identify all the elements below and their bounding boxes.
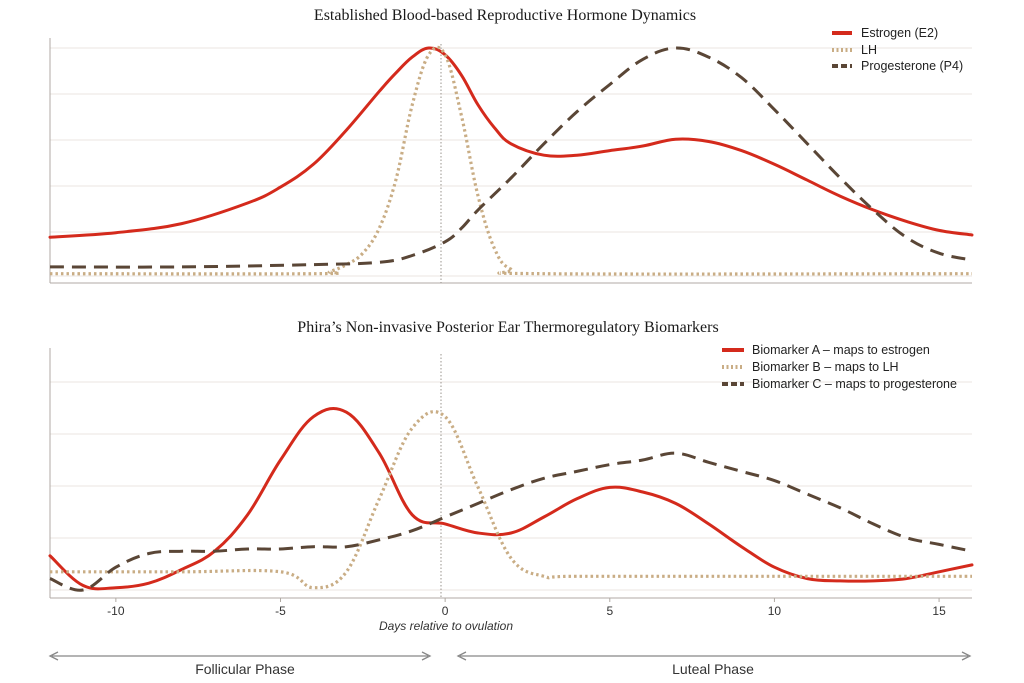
legend-label-biomarker-b: Biomarker B – maps to LH	[752, 360, 899, 374]
x-tick-labels: -10 -5 0 5 10 15	[107, 598, 946, 618]
series-line-lh	[49, 45, 973, 276]
x-axis-label: Days relative to ovulation	[379, 619, 513, 633]
legend-biomarkers: Biomarker A – maps to estrogen Biomarker…	[722, 343, 957, 391]
series-line-estrogen	[48, 46, 974, 239]
x-tick-label: 0	[442, 604, 449, 618]
cycle-phases: Follicular Phase Luteal Phase	[48, 651, 972, 677]
follicular-arrow-right-head	[421, 651, 432, 661]
legend-label-lh: LH	[861, 43, 877, 57]
legend-label-biomarker-a: Biomarker A – maps to estrogen	[752, 343, 930, 357]
legend-label-progesterone: Progesterone (P4)	[861, 59, 963, 73]
axis-lines	[49, 38, 972, 284]
grid-lines	[50, 381, 972, 591]
chart-title-biomarkers: Phira’s Non-invasive Posterior Ear Therm…	[297, 319, 718, 336]
x-tick-label: 15	[932, 604, 946, 618]
luteal-arrow-right-head	[961, 651, 972, 661]
x-tick-label: 5	[606, 604, 613, 618]
series-lines	[48, 406, 974, 592]
series-line-estrogen	[48, 406, 974, 591]
x-tick-label: 10	[768, 604, 782, 618]
luteal-arrow-left-head	[456, 651, 467, 661]
series-line-lh	[50, 410, 972, 590]
legend-blood: Estrogen (E2) LH Progesterone (P4)	[832, 26, 963, 73]
series-lines	[48, 45, 974, 276]
blood-hormone-chart: Established Blood-based Reproductive Hor…	[48, 7, 974, 284]
legend-label-biomarker-c: Biomarker C – maps to progesterone	[752, 377, 957, 391]
x-tick-label: -10	[107, 604, 125, 618]
legend-label-estrogen: Estrogen (E2)	[861, 26, 938, 40]
x-tick-label: -5	[275, 604, 286, 618]
follicular-phase-label: Follicular Phase	[195, 661, 295, 677]
series-line-progesterone	[49, 451, 973, 592]
series-line-progesterone	[49, 46, 973, 269]
chart-title-blood-hormones: Established Blood-based Reproductive Hor…	[314, 7, 696, 24]
biomarker-chart: Phira’s Non-invasive Posterior Ear Therm…	[48, 319, 974, 633]
follicular-arrow-left-head	[48, 651, 59, 661]
grid-lines	[50, 47, 972, 277]
luteal-phase-label: Luteal Phase	[672, 661, 754, 677]
